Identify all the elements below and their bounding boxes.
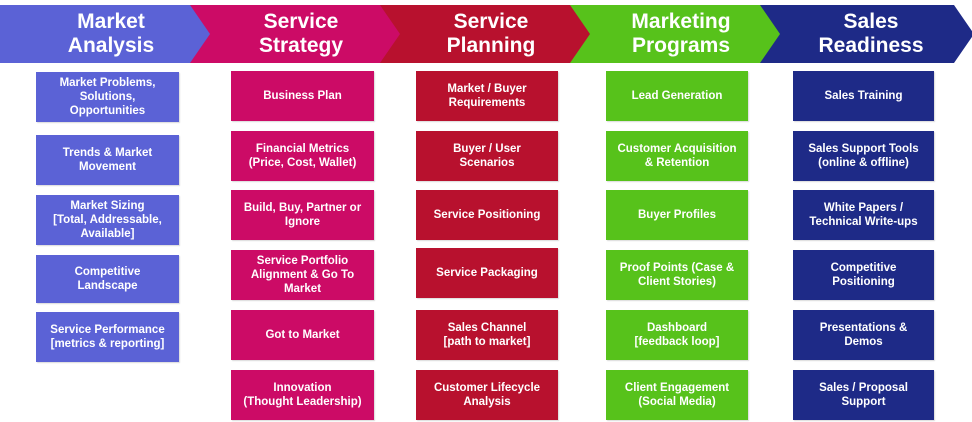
stage-item: Sales / Proposal Support <box>793 370 934 420</box>
stage-item: Market / Buyer Requirements <box>416 71 558 121</box>
stage-item: Market Sizing [Total, Addressable, Avail… <box>36 195 179 245</box>
stage-item: Lead Generation <box>606 71 748 121</box>
stage-item: Service Performance [metrics & reporting… <box>36 312 179 362</box>
stage-item: Customer Acquisition & Retention <box>606 131 748 181</box>
stage-item: Competitive Landscape <box>36 255 179 303</box>
stage-header-service-planning: Service Planning <box>380 5 594 63</box>
stage-item: Sales Channel [path to market] <box>416 310 558 360</box>
stage-title: Marketing Programs <box>631 10 731 57</box>
stage-title: Service Strategy <box>258 10 344 57</box>
stage-header-market-analysis: Market Analysis <box>0 5 214 63</box>
stage-item: Innovation (Thought Leadership) <box>231 370 374 420</box>
stage-title: Market Analysis <box>67 10 155 57</box>
stage-item: Trends & Market Movement <box>36 135 179 185</box>
stage-title: Service Planning <box>446 10 536 57</box>
stage-item: Service Positioning <box>416 190 558 240</box>
stage-header-sales-readiness: Sales Readiness <box>760 5 972 63</box>
stage-item: Client Engagement (Social Media) <box>606 370 748 420</box>
stage-item: Sales Training <box>793 71 934 121</box>
stage-item: White Papers / Technical Write-ups <box>793 190 934 240</box>
stage-item: Service Portfolio Alignment & Go To Mark… <box>231 250 374 300</box>
stage-item: Business Plan <box>231 71 374 121</box>
stage-item: Customer Lifecycle Analysis <box>416 370 558 420</box>
stage-item: Financial Metrics (Price, Cost, Wallet) <box>231 131 374 181</box>
stage-item: Got to Market <box>231 310 374 360</box>
stage-item: Service Packaging <box>416 248 558 298</box>
stage-item: Presentations & Demos <box>793 310 934 360</box>
stage-item: Dashboard [feedback loop] <box>606 310 748 360</box>
stage-item: Buyer / User Scenarios <box>416 131 558 181</box>
stage-item: Build, Buy, Partner or Ignore <box>231 190 374 240</box>
stage-item: Buyer Profiles <box>606 190 748 240</box>
stage-item: Market Problems, Solutions, Opportunitie… <box>36 72 179 122</box>
stage-item: Proof Points (Case & Client Stories) <box>606 250 748 300</box>
stage-header-service-strategy: Service Strategy <box>190 5 404 63</box>
stage-title: Sales Readiness <box>818 10 924 57</box>
stage-item: Competitive Positioning <box>793 250 934 300</box>
stage-item: Sales Support Tools (online & offline) <box>793 131 934 181</box>
stage-header-marketing-programs: Marketing Programs <box>570 5 784 63</box>
